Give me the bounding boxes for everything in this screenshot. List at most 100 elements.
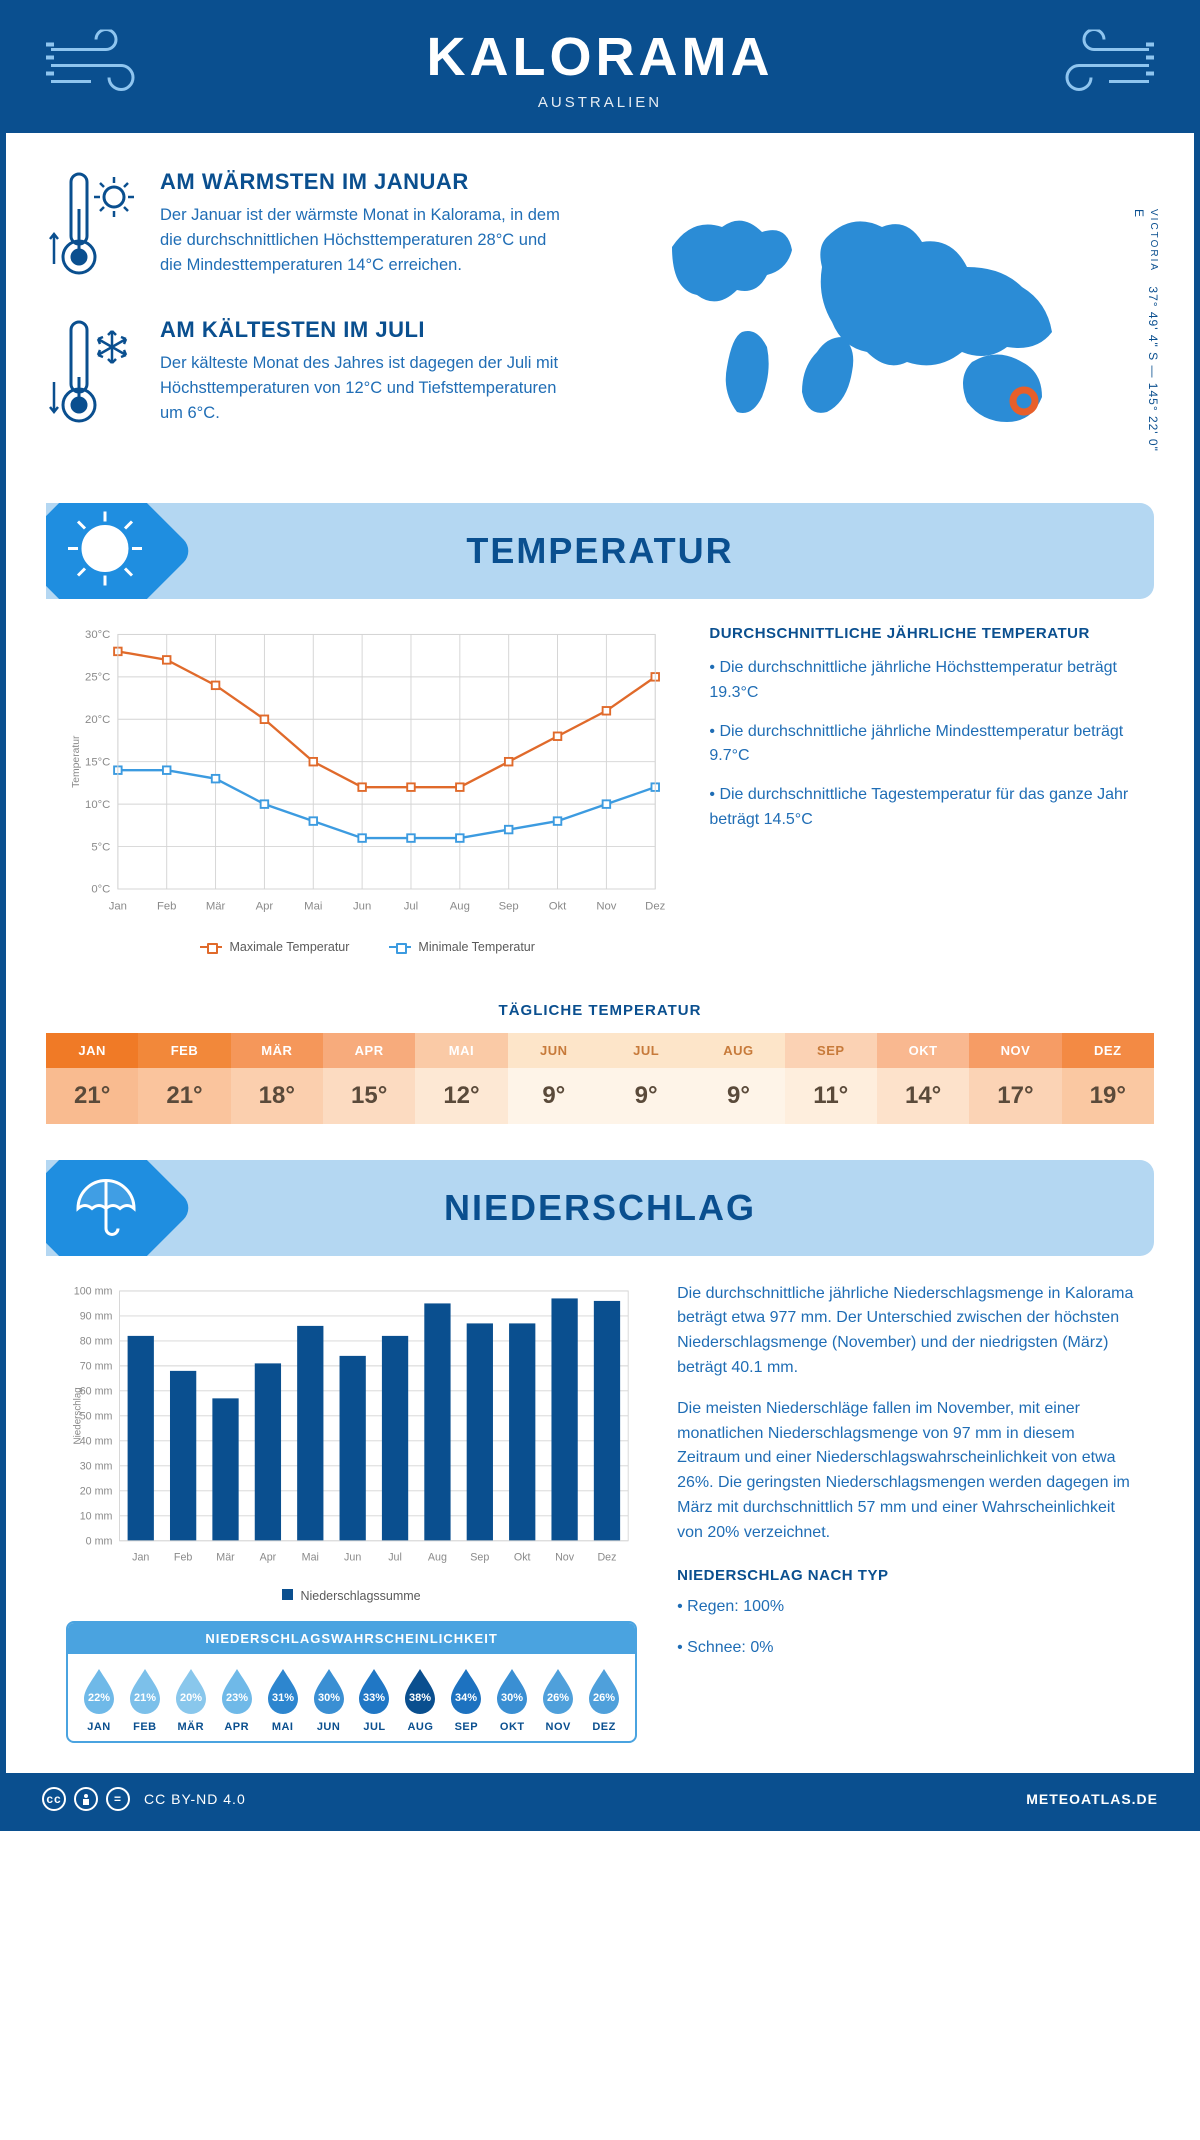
- svg-text:21%: 21%: [134, 1692, 156, 1704]
- fact-coldest: AM KÄLTESTEN IM JULI Der kälteste Monat …: [46, 317, 561, 437]
- fact-warm-title: AM WÄRMSTEN IM JANUAR: [160, 169, 561, 195]
- fact-cold-text: Der kälteste Monat des Jahres ist dagege…: [160, 351, 561, 425]
- svg-text:30°C: 30°C: [85, 629, 110, 641]
- heat-cell: APR15°: [323, 1033, 415, 1124]
- svg-text:Jun: Jun: [344, 1551, 361, 1563]
- svg-text:Sep: Sep: [499, 901, 519, 913]
- section-precip-header: NIEDERSCHLAG: [46, 1160, 1154, 1256]
- coordinates: VICTORIA 37° 49' 4" S — 145° 22' 0" E: [1132, 209, 1160, 465]
- precip-info: Die durchschnittliche jährliche Niedersc…: [677, 1282, 1134, 1743]
- svg-text:Feb: Feb: [157, 901, 176, 913]
- svg-text:26%: 26%: [593, 1692, 615, 1704]
- svg-text:10°C: 10°C: [85, 799, 110, 811]
- svg-text:70 mm: 70 mm: [80, 1360, 113, 1372]
- heat-cell: MAI12°: [415, 1033, 507, 1124]
- heat-cell: JUN9°: [508, 1033, 600, 1124]
- page-title: KALORAMA: [6, 26, 1194, 88]
- thermometer-snow-icon: [46, 317, 138, 437]
- prob-drop: 30%OKT: [491, 1666, 533, 1733]
- svg-text:Okt: Okt: [514, 1551, 531, 1563]
- prob-drop: 26%NOV: [537, 1666, 579, 1733]
- svg-text:50 mm: 50 mm: [80, 1410, 113, 1422]
- heat-cell: DEZ19°: [1062, 1033, 1154, 1124]
- svg-text:0 mm: 0 mm: [86, 1535, 113, 1547]
- svg-text:Jun: Jun: [353, 901, 371, 913]
- heat-cell: JUL9°: [600, 1033, 692, 1124]
- svg-text:Mai: Mai: [302, 1551, 319, 1563]
- svg-text:Niederschlag: Niederschlag: [72, 1387, 83, 1444]
- fact-warm-text: Der Januar ist der wärmste Monat in Kalo…: [160, 203, 561, 277]
- heat-cell: AUG9°: [692, 1033, 784, 1124]
- prob-drop: 33%JUL: [354, 1666, 396, 1733]
- cc-icon: cc: [42, 1787, 66, 1811]
- svg-text:Jul: Jul: [388, 1551, 402, 1563]
- nd-icon: =: [106, 1787, 130, 1811]
- temperature-line-chart: 0°C5°C10°C15°C20°C25°C30°CJanFebMärAprMa…: [66, 625, 669, 927]
- svg-text:30%: 30%: [318, 1692, 340, 1704]
- precip-legend: Niederschlagssumme: [66, 1589, 637, 1603]
- svg-text:Nov: Nov: [596, 901, 616, 913]
- svg-text:Mär: Mär: [206, 901, 226, 913]
- svg-text:20%: 20%: [180, 1692, 202, 1704]
- wind-icon: [46, 29, 156, 104]
- svg-text:5°C: 5°C: [91, 841, 110, 853]
- footer: cc = CC BY-ND 4.0 METEOATLAS.DE: [6, 1773, 1194, 1825]
- svg-text:Dez: Dez: [597, 1551, 616, 1563]
- world-map: VICTORIA 37° 49' 4" S — 145° 22' 0" E: [591, 169, 1155, 465]
- svg-text:Feb: Feb: [174, 1551, 192, 1563]
- svg-text:Sep: Sep: [470, 1551, 489, 1563]
- temp-legend: Maximale Temperatur Minimale Temperatur: [66, 940, 669, 954]
- heat-cell: MÄR18°: [231, 1033, 323, 1124]
- svg-text:Mai: Mai: [304, 901, 322, 913]
- prob-drop: 30%JUN: [308, 1666, 350, 1733]
- svg-text:Dez: Dez: [645, 901, 665, 913]
- svg-text:38%: 38%: [409, 1692, 431, 1704]
- svg-text:0°C: 0°C: [91, 884, 110, 896]
- svg-text:20 mm: 20 mm: [80, 1485, 113, 1497]
- wind-icon: [1044, 29, 1154, 104]
- page-subtitle: AUSTRALIEN: [6, 94, 1194, 111]
- precipitation-bar-chart: 0 mm10 mm20 mm30 mm40 mm50 mm60 mm70 mm8…: [66, 1282, 637, 1576]
- umbrella-icon: [66, 1168, 140, 1247]
- sun-icon: [66, 510, 144, 593]
- svg-text:Aug: Aug: [428, 1551, 447, 1563]
- heat-cell: OKT14°: [877, 1033, 969, 1124]
- svg-text:40 mm: 40 mm: [80, 1435, 113, 1447]
- svg-text:Mär: Mär: [216, 1551, 235, 1563]
- svg-text:80 mm: 80 mm: [80, 1335, 113, 1347]
- svg-text:Nov: Nov: [555, 1551, 575, 1563]
- svg-text:10 mm: 10 mm: [80, 1510, 113, 1522]
- svg-text:30%: 30%: [501, 1692, 523, 1704]
- svg-text:31%: 31%: [272, 1692, 294, 1704]
- svg-text:26%: 26%: [547, 1692, 569, 1704]
- svg-text:Jan: Jan: [132, 1551, 149, 1563]
- heat-cell: JAN21°: [46, 1033, 138, 1124]
- section-temperature-header: TEMPERATUR: [46, 503, 1154, 599]
- svg-text:100 mm: 100 mm: [74, 1285, 113, 1297]
- temperature-info: DURCHSCHNITTLICHE JÄHRLICHE TEMPERATUR •…: [709, 625, 1134, 964]
- fact-warmest: AM WÄRMSTEN IM JANUAR Der Januar ist der…: [46, 169, 561, 289]
- by-icon: [74, 1787, 98, 1811]
- heat-cell: FEB21°: [138, 1033, 230, 1124]
- prob-drop: 20%MÄR: [170, 1666, 212, 1733]
- svg-text:33%: 33%: [363, 1692, 385, 1704]
- prob-drop: 26%DEZ: [583, 1666, 625, 1733]
- prob-drop: 38%AUG: [399, 1666, 441, 1733]
- svg-text:34%: 34%: [455, 1692, 477, 1704]
- thermometer-sun-icon: [46, 169, 138, 289]
- site-name: METEOATLAS.DE: [1026, 1791, 1158, 1807]
- precip-probability-box: NIEDERSCHLAGSWAHRSCHEINLICHKEIT 22%JAN21…: [66, 1621, 637, 1743]
- svg-text:22%: 22%: [88, 1692, 110, 1704]
- svg-text:Temperatur: Temperatur: [71, 735, 82, 788]
- svg-text:Jul: Jul: [404, 901, 418, 913]
- svg-text:15°C: 15°C: [85, 756, 110, 768]
- svg-text:60 mm: 60 mm: [80, 1385, 113, 1397]
- daily-temp-table: JAN21°FEB21°MÄR18°APR15°MAI12°JUN9°JUL9°…: [46, 1033, 1154, 1124]
- header: KALORAMA AUSTRALIEN: [6, 0, 1194, 133]
- svg-text:23%: 23%: [226, 1692, 248, 1704]
- svg-text:Okt: Okt: [549, 901, 567, 913]
- svg-text:25°C: 25°C: [85, 672, 110, 684]
- svg-text:Apr: Apr: [260, 1551, 277, 1563]
- heat-cell: SEP11°: [785, 1033, 877, 1124]
- fact-cold-title: AM KÄLTESTEN IM JULI: [160, 317, 561, 343]
